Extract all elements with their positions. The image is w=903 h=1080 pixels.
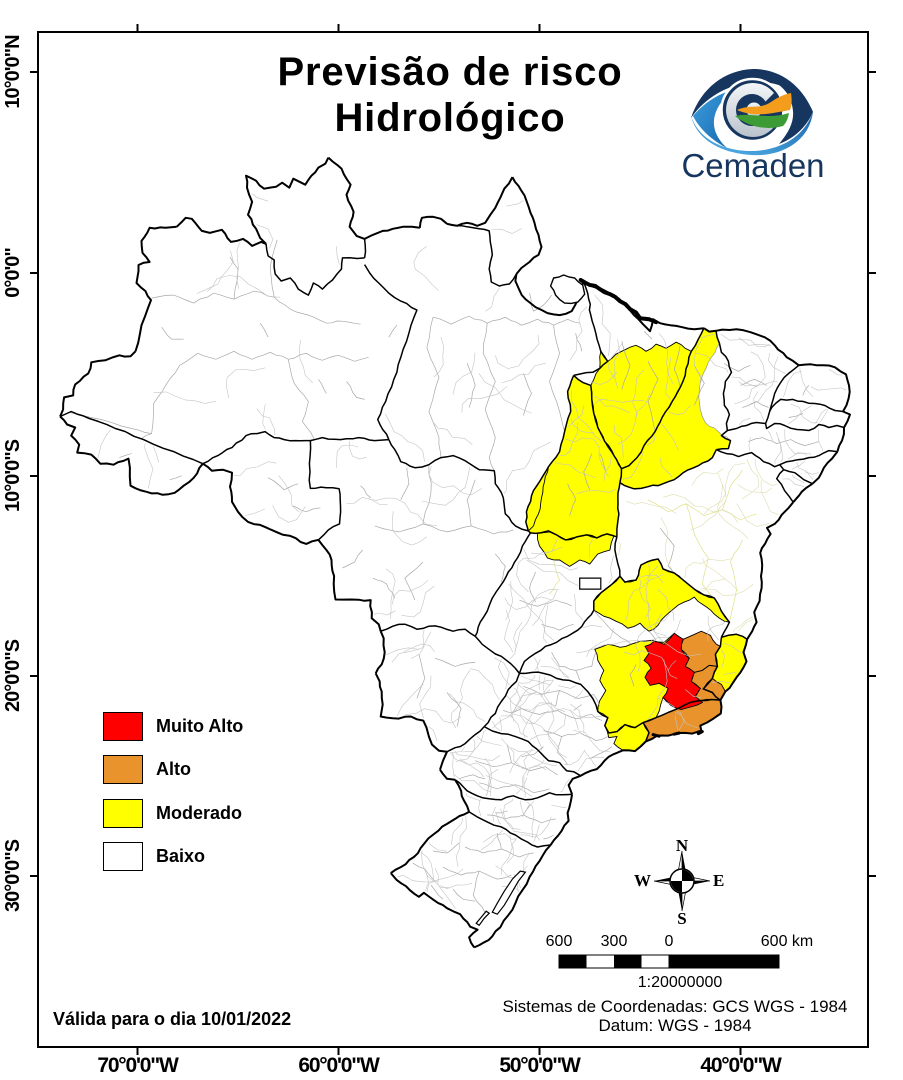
- svg-text:10°0'0"S: 10°0'0"S: [2, 439, 24, 512]
- svg-text:20°0'0"S: 20°0'0"S: [2, 639, 24, 712]
- svg-text:60°0'0"W: 60°0'0"W: [298, 1054, 380, 1077]
- svg-text:0°0'0": 0°0'0": [2, 248, 24, 298]
- svg-text:30°0'0"S: 30°0'0"S: [2, 839, 24, 912]
- svg-text:40°0'0"W: 40°0'0"W: [700, 1054, 782, 1077]
- svg-text:10°0'0"N: 10°0'0"N: [2, 35, 24, 109]
- svg-text:70°0'0"W: 70°0'0"W: [97, 1054, 179, 1077]
- svg-text:50°0'0"W: 50°0'0"W: [499, 1054, 581, 1077]
